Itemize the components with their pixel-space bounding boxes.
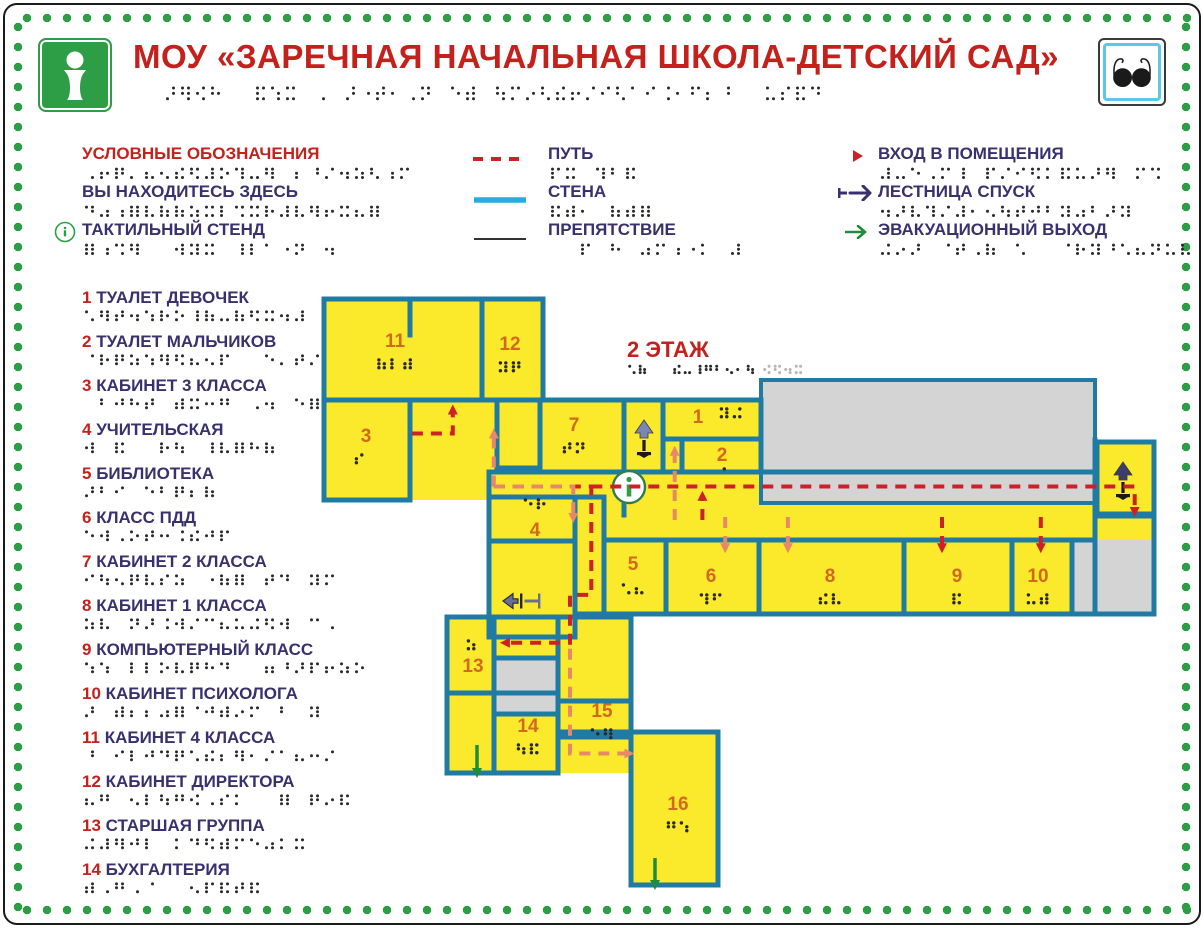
svg-text:2 ЭТАЖ: 2 ЭТАЖ: [627, 337, 709, 362]
svg-text:3: 3: [361, 426, 372, 447]
svg-text:2: 2: [717, 445, 728, 466]
svg-text:5: 5: [628, 554, 639, 575]
svg-text:12: 12: [499, 334, 520, 355]
svg-text:14: 14: [517, 716, 539, 737]
svg-text:9: 9: [952, 566, 963, 587]
svg-text:11: 11: [385, 331, 406, 352]
svg-text:6: 6: [706, 566, 717, 587]
svg-text:10: 10: [1027, 566, 1048, 587]
svg-text:16: 16: [667, 794, 688, 815]
svg-text:13: 13: [462, 656, 483, 677]
svg-text:8: 8: [825, 566, 836, 587]
svg-text:7: 7: [569, 415, 580, 436]
svg-text:15: 15: [591, 701, 613, 722]
svg-text:4: 4: [530, 520, 541, 541]
svg-text:1: 1: [693, 407, 704, 428]
